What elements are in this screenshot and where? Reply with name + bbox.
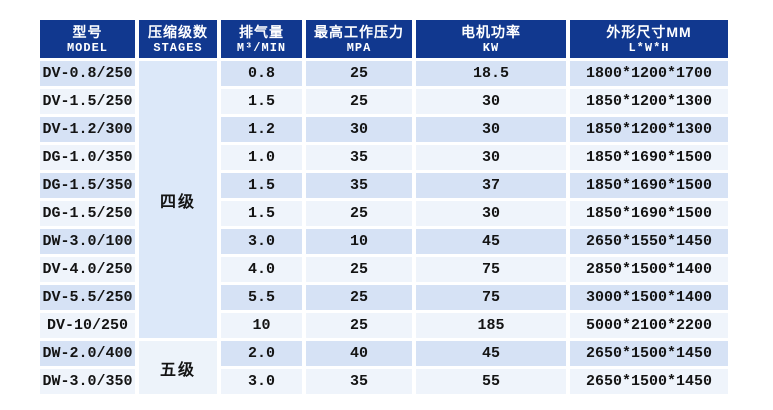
col-header-power: 电机功率 KW	[416, 20, 566, 58]
col-header-dimensions: 外形尺寸MM L*W*H	[570, 20, 728, 58]
pressure-cell: 25	[306, 313, 412, 338]
pressure-cell: 25	[306, 257, 412, 282]
dimensions-cell: 5000*2100*2200	[570, 313, 728, 338]
col-header-dimensions-en: L*W*H	[628, 40, 670, 55]
model-cell: DV-0.8/250	[40, 61, 135, 86]
stage-group-cell: 五级	[139, 341, 217, 394]
table-row: DV-4.0/250 4.0 25 75 2850*1500*1400	[40, 257, 728, 282]
displacement-cell: 4.0	[221, 257, 302, 282]
displacement-cell: 1.5	[221, 201, 302, 226]
power-cell: 30	[416, 201, 566, 226]
dimensions-cell: 1850*1690*1500	[570, 145, 728, 170]
displacement-cell: 1.0	[221, 145, 302, 170]
table-row: DV-10/250 10 25 185 5000*2100*2200	[40, 313, 728, 338]
power-cell: 45	[416, 229, 566, 254]
displacement-cell: 3.0	[221, 369, 302, 394]
pressure-cell: 25	[306, 285, 412, 310]
col-header-model-en: MODEL	[66, 40, 108, 55]
pressure-cell: 25	[306, 61, 412, 86]
model-cell: DW-3.0/350	[40, 369, 135, 394]
col-header-displacement-en: M³/MIN	[236, 40, 287, 55]
power-cell: 75	[416, 257, 566, 282]
pressure-cell: 35	[306, 369, 412, 394]
displacement-cell: 5.5	[221, 285, 302, 310]
col-header-power-en: KW	[482, 40, 500, 55]
displacement-cell: 1.5	[221, 173, 302, 198]
dimensions-cell: 1850*1200*1300	[570, 117, 728, 142]
pressure-cell: 25	[306, 89, 412, 114]
table-row: DV-0.8/250 四级 0.8 25 18.5 1800*1200*1700	[40, 61, 728, 338]
table-row: DV-5.5/250 5.5 25 75 3000*1500*1400	[40, 285, 728, 310]
dimensions-cell: 2650*1550*1450	[570, 229, 728, 254]
model-cell: DV-5.5/250	[40, 285, 135, 310]
model-cell: DV-4.0/250	[40, 257, 135, 282]
power-cell: 18.5	[416, 61, 566, 86]
dimensions-cell: 1800*1200*1700	[570, 61, 728, 86]
power-cell: 45	[416, 341, 566, 366]
displacement-cell: 10	[221, 313, 302, 338]
model-cell: DG-1.5/250	[40, 201, 135, 226]
col-header-displacement: 排气量 M³/MIN	[221, 20, 302, 58]
table-row: DV-1.5/250 1.5 25 30 1850*1200*1300	[40, 89, 728, 114]
power-cell: 30	[416, 89, 566, 114]
displacement-cell: 3.0	[221, 229, 302, 254]
col-header-pressure: 最高工作压力 MPA	[306, 20, 412, 58]
power-cell: 37	[416, 173, 566, 198]
col-header-pressure-en: MPA	[346, 40, 372, 55]
power-cell: 30	[416, 145, 566, 170]
displacement-cell: 0.8	[221, 61, 302, 86]
model-cell: DV-1.2/300	[40, 117, 135, 142]
table-row: DW-3.0/350 3.0 35 55 2650*1500*1450	[40, 369, 728, 394]
pressure-cell: 25	[306, 201, 412, 226]
dimensions-cell: 2850*1500*1400	[570, 257, 728, 282]
stage-group-cell: 四级	[139, 61, 217, 338]
displacement-cell: 2.0	[221, 341, 302, 366]
compressor-spec-table: 型号 MODEL 压缩级数 STAGES 排气量 M³/MIN 最高工作压力 M…	[36, 17, 732, 397]
model-cell: DV-1.5/250	[40, 89, 135, 114]
dimensions-cell: 1850*1690*1500	[570, 201, 728, 226]
table-row: DW-3.0/100 3.0 10 45 2650*1550*1450	[40, 229, 728, 254]
displacement-cell: 1.5	[221, 89, 302, 114]
pressure-cell: 30	[306, 117, 412, 142]
col-header-stages-zh: 压缩级数	[148, 23, 208, 40]
power-cell: 75	[416, 285, 566, 310]
table-row: DW-2.0/400 五级 2.0 40 45 2650*1500*1450	[40, 341, 728, 394]
col-header-displacement-zh: 排气量	[239, 23, 284, 40]
col-header-stages: 压缩级数 STAGES	[139, 20, 217, 58]
col-header-pressure-zh: 最高工作压力	[314, 23, 404, 40]
dimensions-cell: 1850*1690*1500	[570, 173, 728, 198]
pressure-cell: 40	[306, 341, 412, 366]
pressure-cell: 10	[306, 229, 412, 254]
power-cell: 185	[416, 313, 566, 338]
pressure-cell: 35	[306, 145, 412, 170]
col-header-power-zh: 电机功率	[461, 23, 521, 40]
col-header-stages-en: STAGES	[153, 40, 203, 55]
model-cell: DW-2.0/400	[40, 341, 135, 366]
model-cell: DG-1.5/350	[40, 173, 135, 198]
dimensions-cell: 2650*1500*1450	[570, 369, 728, 394]
pressure-cell: 35	[306, 173, 412, 198]
dimensions-cell: 2650*1500*1450	[570, 341, 728, 366]
power-cell: 30	[416, 117, 566, 142]
col-header-model: 型号 MODEL	[40, 20, 135, 58]
model-cell: DG-1.0/350	[40, 145, 135, 170]
model-cell: DV-10/250	[40, 313, 135, 338]
displacement-cell: 1.2	[221, 117, 302, 142]
dimensions-cell: 3000*1500*1400	[570, 285, 728, 310]
model-cell: DW-3.0/100	[40, 229, 135, 254]
table-row: DG-1.0/350 1.0 35 30 1850*1690*1500	[40, 145, 728, 170]
dimensions-cell: 1850*1200*1300	[570, 89, 728, 114]
col-header-model-zh: 型号	[72, 23, 103, 40]
header-row: 型号 MODEL 压缩级数 STAGES 排气量 M³/MIN 最高工作压力 M…	[40, 20, 728, 58]
table-row: DV-1.2/300 1.2 30 30 1850*1200*1300	[40, 117, 728, 142]
power-cell: 55	[416, 369, 566, 394]
col-header-dimensions-zh: 外形尺寸MM	[606, 23, 692, 40]
table-row: DG-1.5/250 1.5 25 30 1850*1690*1500	[40, 201, 728, 226]
table-row: DG-1.5/350 1.5 35 37 1850*1690*1500	[40, 173, 728, 198]
